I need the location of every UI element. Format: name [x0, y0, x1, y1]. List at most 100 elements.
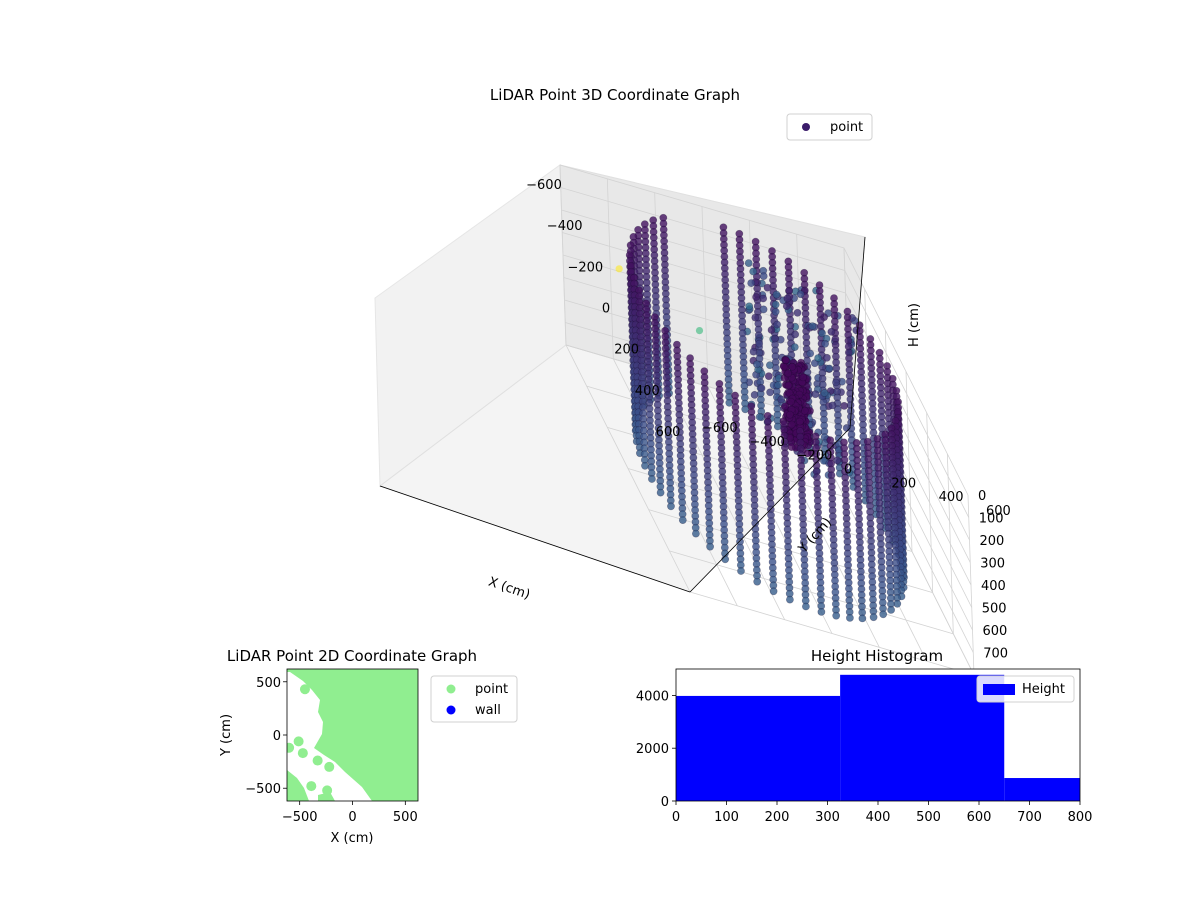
- x-tick-label: 600: [967, 810, 992, 825]
- data-point: [745, 302, 754, 311]
- y-tick-label: −600: [702, 421, 738, 436]
- chart-2d: LiDAR Point 2D Coordinate Graph −500 0 5…: [219, 647, 518, 846]
- z-tick-label: 400: [981, 579, 1006, 594]
- x-tick-label: −200: [567, 260, 603, 275]
- data-point: [786, 410, 794, 419]
- x-tick-label: 0: [672, 810, 680, 825]
- y-ticks-3d: −600 −400 −200 0 200 400 600: [702, 421, 1011, 519]
- z-tick-label: 700: [983, 647, 1008, 662]
- point-blob: [306, 781, 317, 792]
- data-point: [787, 443, 796, 451]
- legend-2d-marker-point: [446, 684, 456, 694]
- x-tick-label: 600: [656, 425, 681, 440]
- data-point: [784, 381, 793, 390]
- chart-3d-title: LiDAR Point 3D Coordinate Graph: [490, 86, 740, 104]
- data-point: [771, 300, 780, 309]
- data-point: [821, 339, 829, 348]
- data-point: [766, 388, 774, 397]
- legend-2d-label-point: point: [475, 682, 508, 697]
- x-tick-label: 500: [916, 810, 941, 825]
- point-blobs-2d: [287, 684, 335, 796]
- x-ticks-3d: −600 −400 −200 0 200 400 600: [526, 178, 680, 440]
- data-point: [814, 354, 822, 362]
- x-tick-label: −500: [282, 810, 318, 825]
- y-tick-label: 500: [256, 676, 281, 691]
- z-ticks-3d: 0 100 200 300 400 500 600 700 800: [978, 489, 1009, 684]
- point-cloud-area: [287, 669, 418, 801]
- data-point: [784, 369, 793, 378]
- data-point: [832, 611, 841, 620]
- data-point: [879, 610, 888, 619]
- y-tick-label: 0: [844, 463, 852, 478]
- data-point: [782, 302, 791, 310]
- data-point: [741, 405, 750, 414]
- data-point: [887, 606, 895, 614]
- data-point: [825, 364, 834, 373]
- data-point: [749, 347, 758, 356]
- legend-2d-label-wall: wall: [475, 703, 501, 718]
- legend-histogram: Height: [976, 675, 1075, 703]
- x-tick-label: 100: [714, 810, 739, 825]
- data-point: [641, 461, 649, 470]
- data-point: [786, 595, 794, 604]
- legend-histogram-swatch: [983, 684, 1015, 695]
- data-point: [772, 290, 781, 299]
- data-point: [752, 293, 760, 301]
- data-point: [802, 602, 810, 611]
- legend-histogram-label: Height: [1022, 682, 1065, 697]
- y-axis-label-2d: Y (cm): [219, 714, 234, 757]
- data-point: [753, 577, 762, 586]
- data-point: [773, 320, 781, 329]
- data-point: [808, 322, 817, 331]
- point-cloud-area: [318, 792, 335, 801]
- data-point: [755, 412, 764, 421]
- data-point: [780, 362, 788, 371]
- data-point: [755, 339, 764, 348]
- y-tick-label: −400: [749, 435, 785, 450]
- data-point: [763, 283, 772, 292]
- grid-line: [560, 187, 970, 518]
- point-blob: [312, 755, 323, 766]
- y-tick-label: 400: [939, 490, 964, 505]
- x-tick-label: 800: [1068, 810, 1093, 825]
- legend-3d-label: point: [830, 120, 863, 135]
- data-point: [769, 587, 778, 596]
- data-point: [695, 327, 704, 335]
- data-point: [759, 272, 768, 280]
- x-tick-label: 500: [393, 810, 418, 825]
- data-point: [777, 395, 786, 404]
- x-tick-label: 700: [1017, 810, 1042, 825]
- y-tick-label: 600: [986, 504, 1011, 519]
- y-ticks-histogram: 0 2000 4000: [636, 689, 669, 810]
- data-point: [869, 613, 878, 622]
- data-point: [791, 330, 800, 339]
- legend-2d: point wall: [430, 675, 518, 723]
- data-point: [656, 488, 665, 497]
- z-tick-label: 600: [983, 624, 1008, 639]
- x-tick-label: 0: [602, 302, 610, 317]
- y-tick-label: 4000: [636, 689, 669, 704]
- data-point: [833, 456, 842, 465]
- chart-2d-title: LiDAR Point 2D Coordinate Graph: [227, 647, 477, 665]
- x-tick-label: −600: [526, 178, 562, 193]
- data-point: [817, 608, 826, 616]
- histogram-title: Height Histogram: [811, 647, 943, 665]
- data-point: [818, 329, 826, 338]
- data-point: [828, 401, 837, 410]
- x-tick-label: 300: [815, 810, 840, 825]
- data-point: [787, 420, 796, 429]
- data-point: [615, 265, 623, 273]
- data-point: [781, 356, 790, 364]
- data-point: [810, 359, 819, 368]
- histogram: Height Histogram 0 100 200 300 400 500 6…: [636, 647, 1093, 825]
- point-blob: [287, 742, 295, 753]
- data-point: [781, 402, 789, 411]
- data-point: [811, 390, 820, 399]
- legend-3d-marker: [802, 123, 810, 131]
- point-blob: [297, 748, 308, 759]
- points-3d: [615, 213, 908, 623]
- data-point: [820, 389, 829, 397]
- histogram-bar: [1004, 778, 1080, 801]
- grid-line: [565, 344, 691, 593]
- data-point: [751, 313, 760, 322]
